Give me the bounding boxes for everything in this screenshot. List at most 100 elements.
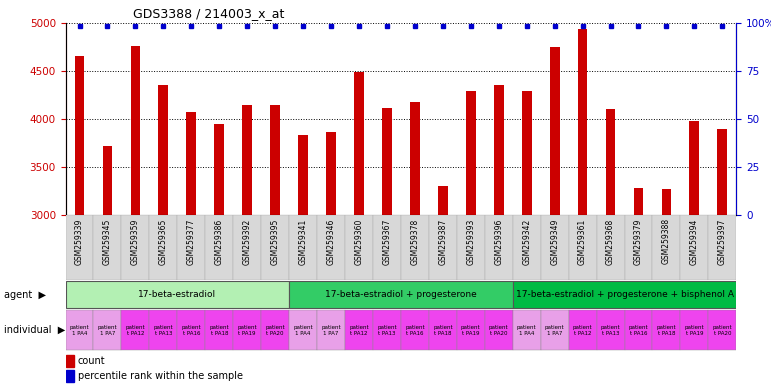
Bar xyxy=(317,310,345,350)
Bar xyxy=(271,104,280,215)
Bar xyxy=(456,215,485,280)
Bar xyxy=(289,281,513,308)
Bar xyxy=(597,310,625,350)
Text: GSM259388: GSM259388 xyxy=(662,218,671,265)
Bar xyxy=(345,310,373,350)
Bar xyxy=(345,215,373,280)
Bar xyxy=(597,215,625,280)
Bar xyxy=(66,215,93,280)
Text: patient
1 PA7: patient 1 PA7 xyxy=(322,325,341,336)
Bar xyxy=(568,215,597,280)
Text: GSM259368: GSM259368 xyxy=(606,218,615,265)
Bar xyxy=(494,86,503,215)
Bar xyxy=(66,281,289,308)
Bar xyxy=(326,131,336,215)
Text: patient
1 PA7: patient 1 PA7 xyxy=(545,325,564,336)
Bar xyxy=(122,215,150,280)
Text: 17-beta-estradiol + progesterone: 17-beta-estradiol + progesterone xyxy=(325,290,476,299)
Bar xyxy=(513,215,540,280)
Text: 17-beta-estradiol + progesterone + bisphenol A: 17-beta-estradiol + progesterone + bisph… xyxy=(516,290,733,299)
Bar xyxy=(261,215,289,280)
Text: percentile rank within the sample: percentile rank within the sample xyxy=(78,371,243,381)
Bar xyxy=(709,310,736,350)
Text: GSM259341: GSM259341 xyxy=(298,218,308,265)
Text: patient
t PA12: patient t PA12 xyxy=(349,325,369,336)
Text: GSM259359: GSM259359 xyxy=(131,218,140,265)
Text: GSM259339: GSM259339 xyxy=(75,218,84,265)
Text: patient
1 PA7: patient 1 PA7 xyxy=(98,325,117,336)
Bar xyxy=(261,310,289,350)
Bar xyxy=(485,215,513,280)
Text: patient
t PA20: patient t PA20 xyxy=(265,325,285,336)
Bar xyxy=(540,215,568,280)
Bar xyxy=(456,310,485,350)
Bar xyxy=(103,146,113,215)
Text: GSM259395: GSM259395 xyxy=(271,218,280,265)
Bar xyxy=(709,215,736,280)
Bar xyxy=(485,310,513,350)
Bar xyxy=(233,215,261,280)
Bar xyxy=(93,310,122,350)
Text: patient
t PA13: patient t PA13 xyxy=(377,325,397,336)
Text: GSM259342: GSM259342 xyxy=(522,218,531,265)
Text: patient
t PA12: patient t PA12 xyxy=(126,325,145,336)
Bar xyxy=(429,310,456,350)
Bar xyxy=(577,29,588,215)
Bar xyxy=(513,310,540,350)
Bar xyxy=(689,121,699,215)
Bar xyxy=(438,186,448,215)
Bar xyxy=(289,310,317,350)
Text: GSM259365: GSM259365 xyxy=(159,218,168,265)
Bar xyxy=(513,281,736,308)
Text: GSM259394: GSM259394 xyxy=(690,218,699,265)
Bar xyxy=(122,310,150,350)
Bar xyxy=(540,310,568,350)
Text: GSM259379: GSM259379 xyxy=(634,218,643,265)
Bar xyxy=(382,109,392,215)
Text: patient
t PA19: patient t PA19 xyxy=(237,325,257,336)
Text: GSM259361: GSM259361 xyxy=(578,218,587,265)
Text: GSM259387: GSM259387 xyxy=(439,218,447,265)
Bar xyxy=(680,215,709,280)
Bar xyxy=(373,310,401,350)
Bar xyxy=(429,215,456,280)
Bar xyxy=(317,215,345,280)
Bar xyxy=(354,72,364,215)
Text: GSM259393: GSM259393 xyxy=(466,218,475,265)
Bar xyxy=(373,215,401,280)
Text: GSM259346: GSM259346 xyxy=(327,218,335,265)
Text: patient
t PA19: patient t PA19 xyxy=(461,325,480,336)
Bar xyxy=(66,370,73,382)
Text: patient
t PA19: patient t PA19 xyxy=(685,325,704,336)
Text: patient
1 PA4: patient 1 PA4 xyxy=(69,325,89,336)
Bar xyxy=(66,310,93,350)
Text: patient
t PA18: patient t PA18 xyxy=(433,325,453,336)
Bar xyxy=(680,310,709,350)
Text: GSM259367: GSM259367 xyxy=(382,218,392,265)
Text: GSM259360: GSM259360 xyxy=(355,218,363,265)
Text: 17-beta-estradiol: 17-beta-estradiol xyxy=(138,290,217,299)
Bar xyxy=(66,355,73,367)
Bar xyxy=(159,86,168,215)
Text: patient
t PA13: patient t PA13 xyxy=(601,325,621,336)
Bar xyxy=(177,215,205,280)
Text: patient
t PA18: patient t PA18 xyxy=(657,325,676,336)
Bar xyxy=(205,215,233,280)
Text: patient
t PA18: patient t PA18 xyxy=(210,325,229,336)
Text: patient
t PA20: patient t PA20 xyxy=(712,325,732,336)
Text: GSM259377: GSM259377 xyxy=(187,218,196,265)
Text: agent  ▶: agent ▶ xyxy=(4,290,45,300)
Text: GSM259386: GSM259386 xyxy=(215,218,224,265)
Bar xyxy=(75,56,84,215)
Text: patient
t PA12: patient t PA12 xyxy=(573,325,592,336)
Text: patient
t PA16: patient t PA16 xyxy=(628,325,648,336)
Bar xyxy=(214,124,224,215)
Text: patient
1 PA4: patient 1 PA4 xyxy=(293,325,313,336)
Text: GSM259378: GSM259378 xyxy=(410,218,419,265)
Bar xyxy=(150,310,177,350)
Text: count: count xyxy=(78,356,105,366)
Bar xyxy=(233,310,261,350)
Bar xyxy=(401,310,429,350)
Bar xyxy=(625,215,652,280)
Text: patient
t PA13: patient t PA13 xyxy=(153,325,173,336)
